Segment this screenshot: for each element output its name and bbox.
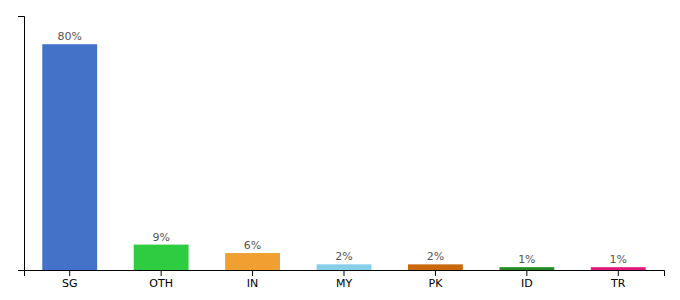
x-tick-mark	[344, 270, 345, 276]
y-axis-line	[18, 17, 25, 271]
x-tick-label: SG	[62, 277, 78, 290]
x-tick-label: MY	[336, 277, 352, 290]
x-tick-label: TR	[610, 277, 626, 290]
x-axis-line	[25, 271, 665, 277]
x-tick: MY	[336, 270, 352, 290]
data-label: 1%	[518, 253, 535, 266]
bar	[317, 264, 372, 270]
data-label: 2%	[335, 250, 352, 263]
x-tick-mark	[161, 270, 162, 276]
bar	[134, 245, 189, 270]
bar	[591, 267, 646, 270]
bars	[42, 44, 645, 270]
x-tick-mark	[618, 270, 619, 276]
x-tick-mark	[252, 270, 253, 276]
y-axis	[18, 17, 25, 271]
bar	[499, 267, 554, 270]
x-tick-label: OTH	[149, 277, 173, 290]
x-tick-label: IN	[247, 277, 258, 290]
x-tick: OTH	[149, 270, 173, 290]
x-tick: SG	[62, 270, 78, 290]
x-tick: TR	[610, 270, 626, 290]
x-tick-mark	[526, 270, 527, 276]
x-tick: PK	[428, 270, 443, 290]
x-tick-label: ID	[521, 277, 533, 290]
chart: 80% 9% 6% 2% 2% 1% 1% SG OTH IN MY PK ID TR	[0, 0, 680, 300]
data-label: 80%	[57, 30, 81, 43]
x-tick: IN	[247, 270, 258, 290]
x-axis: SG OTH IN MY PK ID TR	[25, 270, 665, 290]
x-tick-mark	[435, 270, 436, 276]
bar	[42, 44, 97, 270]
data-label: 2%	[427, 250, 444, 263]
bar	[408, 264, 463, 270]
data-label: 1%	[610, 253, 627, 266]
data-labels: 80% 9% 6% 2% 2% 1% 1%	[57, 30, 627, 266]
data-label: 6%	[244, 239, 261, 252]
bar	[225, 253, 280, 270]
plot: 80% 9% 6% 2% 2% 1% 1% SG OTH IN MY PK ID TR	[18, 17, 665, 290]
x-tick-label: PK	[428, 277, 443, 290]
x-tick-mark	[69, 270, 70, 276]
x-tick: ID	[521, 270, 533, 290]
data-label: 9%	[152, 231, 169, 244]
